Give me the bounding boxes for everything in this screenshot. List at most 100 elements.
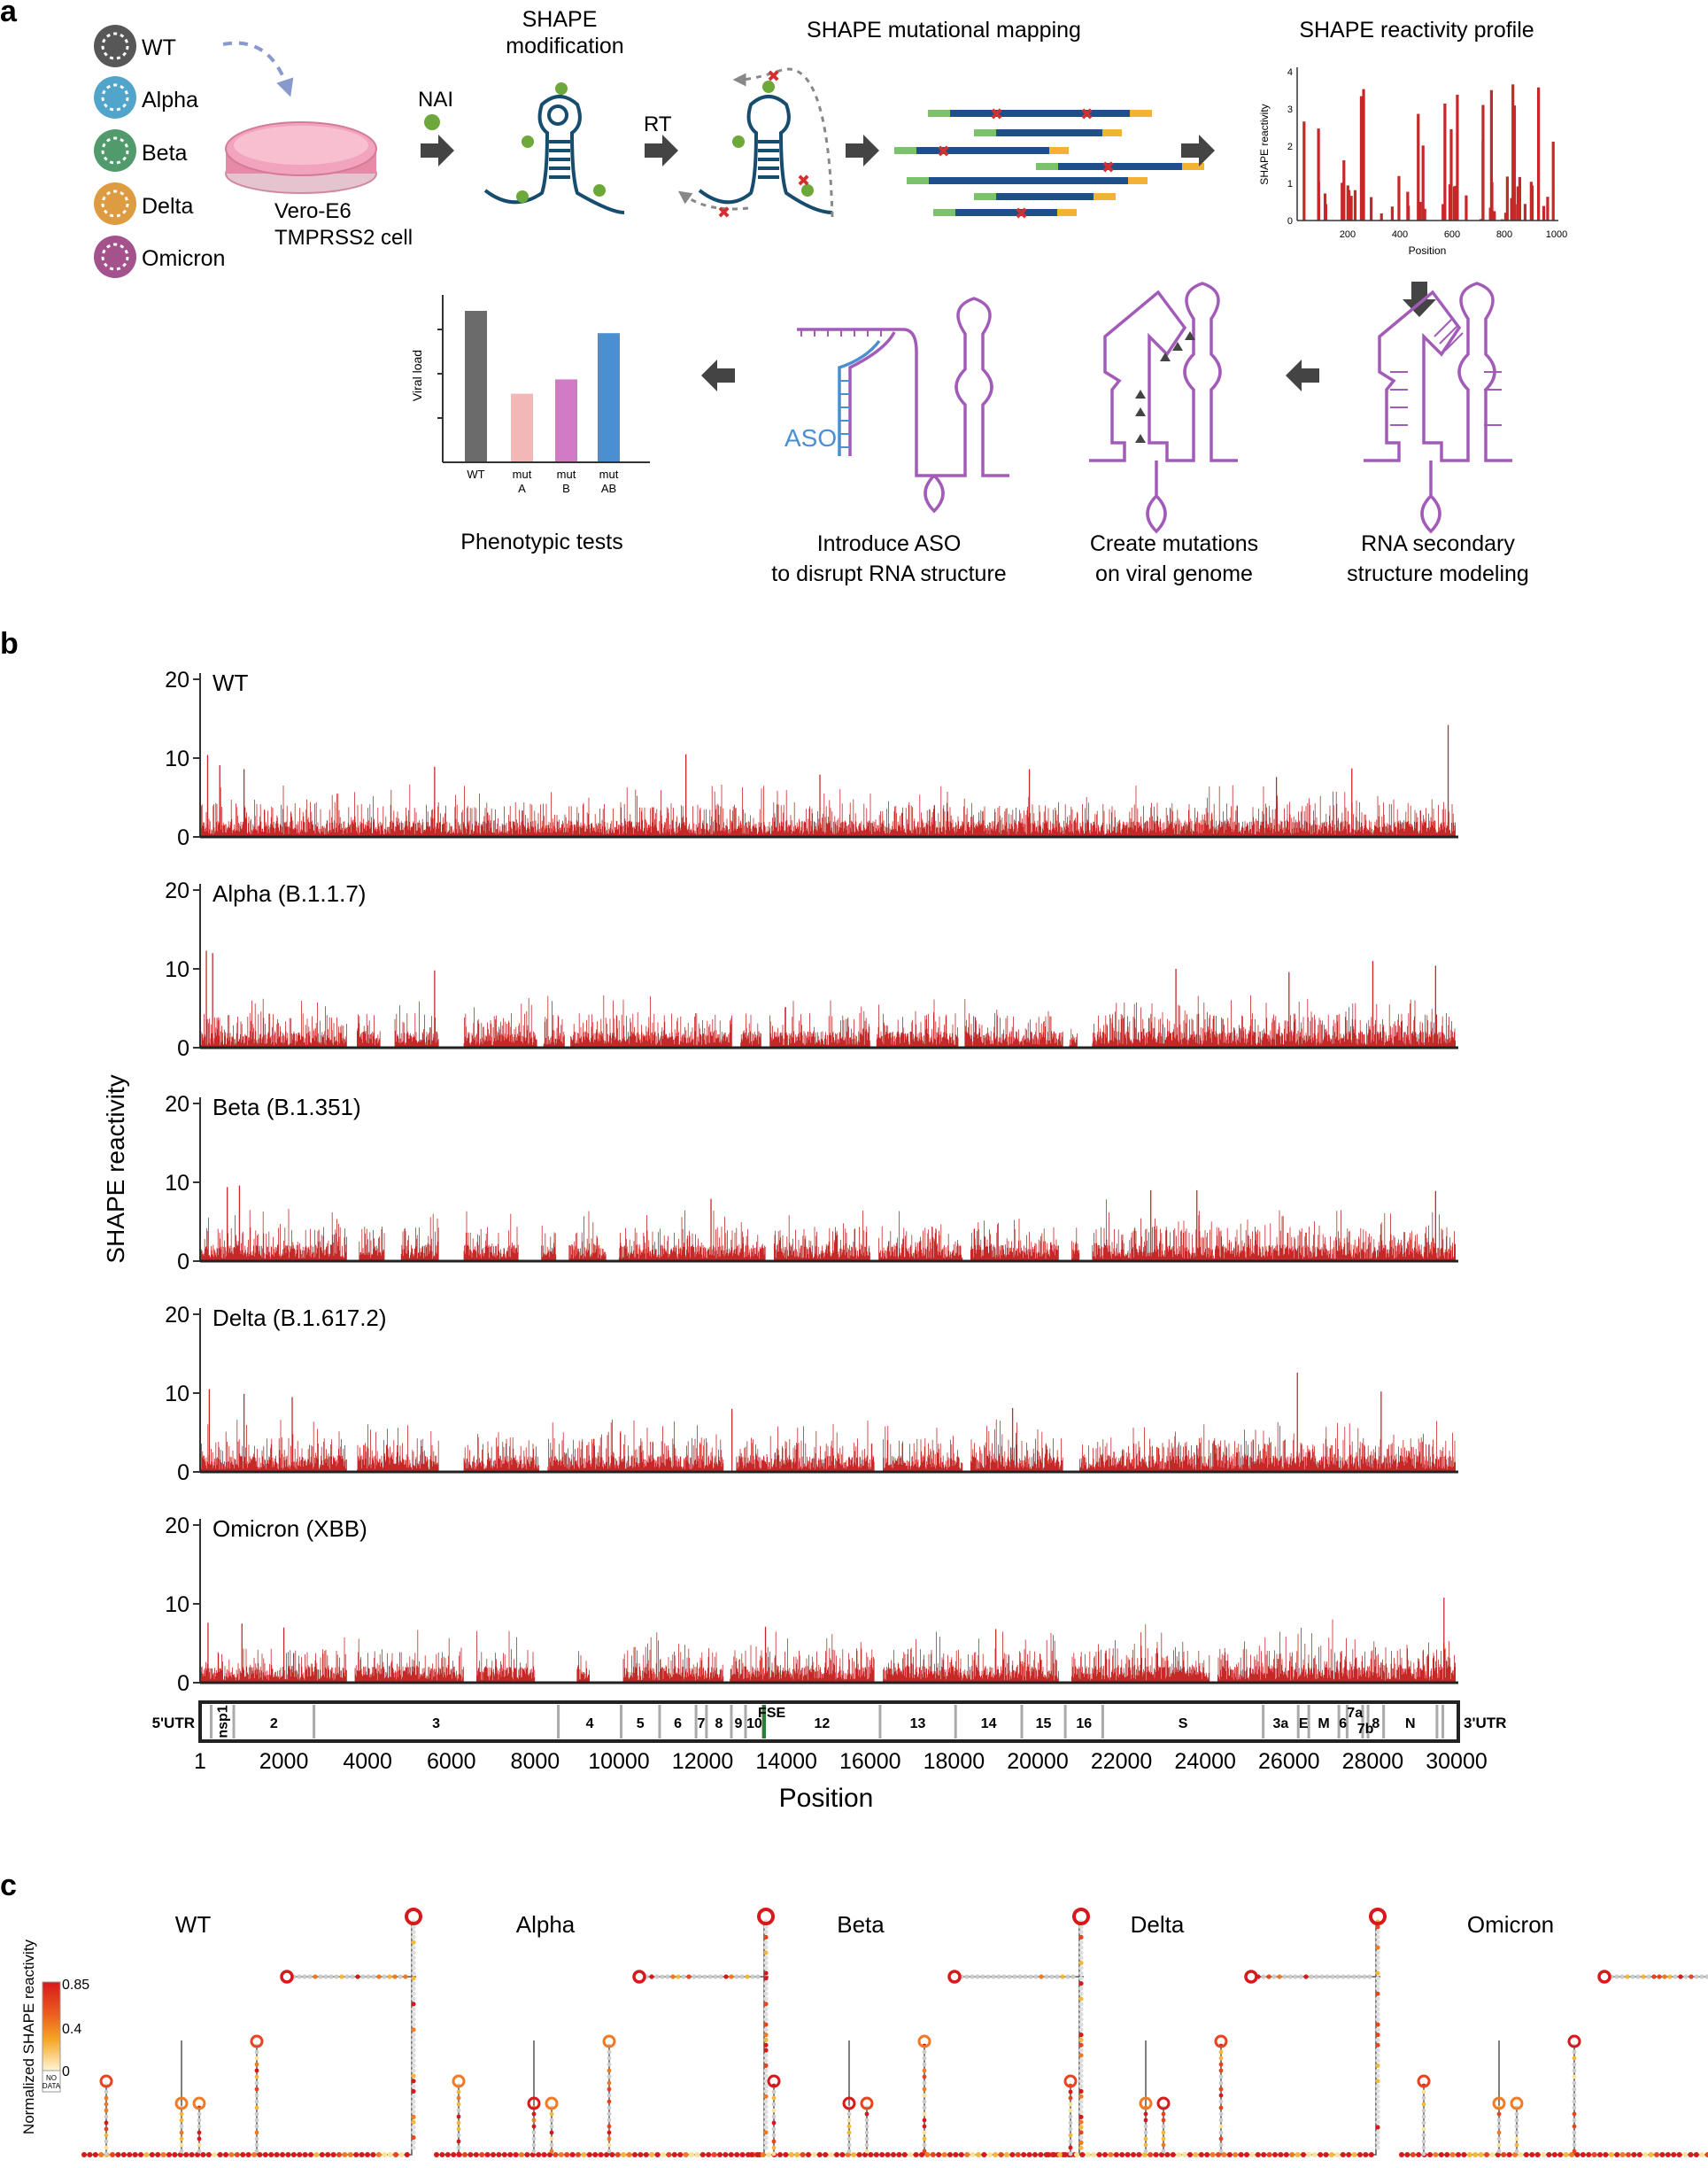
nucleotide <box>922 2062 927 2067</box>
nucleotide <box>254 2149 259 2154</box>
nucleotide <box>711 2152 717 2157</box>
structure-title-delta: Delta <box>1131 1911 1185 1938</box>
x-tick-label: 24000 <box>1174 1749 1236 1774</box>
mini-profile-bar <box>1317 182 1320 221</box>
nucleotide <box>411 2058 416 2063</box>
nucleotide <box>1572 2111 1577 2117</box>
nucleotide <box>607 2111 612 2117</box>
gene-label: 8 <box>1372 1716 1380 1731</box>
x-tick-label: 6000 <box>427 1749 476 1774</box>
structure-title-alpha: Alpha <box>516 1911 576 1938</box>
nucleotide <box>1665 2152 1671 2157</box>
nucleotide <box>411 1971 416 1976</box>
nucleotide <box>1026 2152 1032 2157</box>
nucleotide <box>1375 2032 1380 2038</box>
nucleotide <box>666 2152 672 2157</box>
x-tick-label: 18000 <box>924 1749 985 1774</box>
nucleotide <box>1586 2152 1592 2157</box>
nucleotide <box>1063 2152 1069 2157</box>
gene-label: 3 <box>432 1716 440 1731</box>
y-tick-label: 10 <box>165 1171 189 1196</box>
nucleotide <box>1068 2114 1073 2119</box>
nucleotide <box>1078 2017 1084 2022</box>
nucleotide <box>347 2152 353 2157</box>
mini-profile-bar <box>1417 113 1420 221</box>
rna-structure-model-icon <box>1364 282 1512 534</box>
virus-spike-icon <box>101 136 129 165</box>
apical-loop <box>1369 1908 1387 1925</box>
nucleotide <box>1335 1974 1341 1979</box>
side-loop <box>1597 1970 1611 1984</box>
nucleotide <box>1572 2136 1577 2141</box>
nucleotide <box>334 1974 339 1979</box>
nucleotide <box>1309 1974 1314 1979</box>
nucleotide <box>81 2152 87 2157</box>
nucleotide <box>763 1981 769 1986</box>
nucleotide <box>846 2149 852 2154</box>
nucleotide <box>1078 2130 1084 2135</box>
nucleotide <box>1078 2088 1084 2094</box>
nucleotide <box>763 2110 769 2115</box>
x-tick-label: 12000 <box>672 1749 734 1774</box>
nucleotide <box>913 2152 919 2157</box>
phenotype-bar-label: mut <box>599 468 619 481</box>
nucleotide <box>531 2124 537 2129</box>
nucleotide <box>718 1974 723 1979</box>
nucleotide <box>1193 2152 1199 2157</box>
nucleotide <box>607 2049 612 2055</box>
nucleotide <box>1108 2152 1114 2157</box>
nucleotide <box>1341 1974 1346 1979</box>
nucleotide <box>254 2087 259 2092</box>
structure-backbone <box>437 1922 769 2156</box>
nucleotide <box>1416 2152 1422 2157</box>
nucleotide <box>763 2002 769 2007</box>
track-1: 0 10 20 Alpha (B.1.1.7) <box>165 879 1458 1061</box>
nucleotide <box>1078 2114 1084 2119</box>
nucleotide <box>922 2142 927 2148</box>
nucleotide <box>411 2140 416 2145</box>
mutated-structure-icon <box>1089 282 1238 534</box>
y-tick-label: 20 <box>165 1303 189 1328</box>
nucleotide <box>1060 1974 1065 1979</box>
nucleotide <box>1421 2095 1426 2101</box>
nucleotide <box>846 2111 852 2117</box>
nucleotide <box>763 2007 769 2012</box>
nucleotide <box>104 2089 109 2094</box>
nucleotide <box>558 2152 564 2157</box>
nucleotide <box>1079 2152 1086 2157</box>
svg-text:✖: ✖ <box>1101 159 1115 176</box>
position-axis: 1 2000 4000 6000 8000 10000 12000 14000 16000 180… <box>194 1749 1488 1774</box>
gene-label: 13 <box>910 1716 926 1731</box>
nucleotide <box>104 2095 109 2101</box>
variant-label-beta: Beta <box>142 141 188 166</box>
nucleotide <box>1325 1974 1330 1979</box>
nucleotide <box>1226 2152 1233 2157</box>
nucleotide <box>1181 2152 1187 2157</box>
nucleotide <box>922 2074 927 2079</box>
nucleotide <box>1551 2152 1557 2157</box>
nucleotide <box>479 2152 485 2157</box>
nucleotide <box>924 2152 931 2157</box>
nucleotide <box>607 2068 612 2073</box>
nucleotide <box>1694 1974 1699 1979</box>
hairpin-loop <box>1139 2096 1153 2110</box>
nucleotide <box>661 2152 666 2157</box>
virus-particle-icon <box>94 25 136 67</box>
panel-b-xlabel: Position <box>779 1784 874 1813</box>
nucleotide <box>1351 1974 1356 1979</box>
nucleotide <box>297 1974 302 1979</box>
flow-arrow-icon <box>846 135 879 166</box>
nucleotide <box>1078 2053 1084 2058</box>
nucleotide <box>922 2105 927 2110</box>
nucleotide <box>160 2152 166 2157</box>
nucleotide <box>1699 1974 1704 1979</box>
nucleotide <box>1143 2130 1148 2135</box>
variant-label-wt: WT <box>142 35 176 60</box>
nucleotide <box>1514 2111 1519 2117</box>
nucleotide <box>179 2130 184 2135</box>
nucleotide <box>1557 2152 1564 2157</box>
mini-profile-bar <box>1481 105 1485 221</box>
nucleotide <box>763 2099 769 2104</box>
